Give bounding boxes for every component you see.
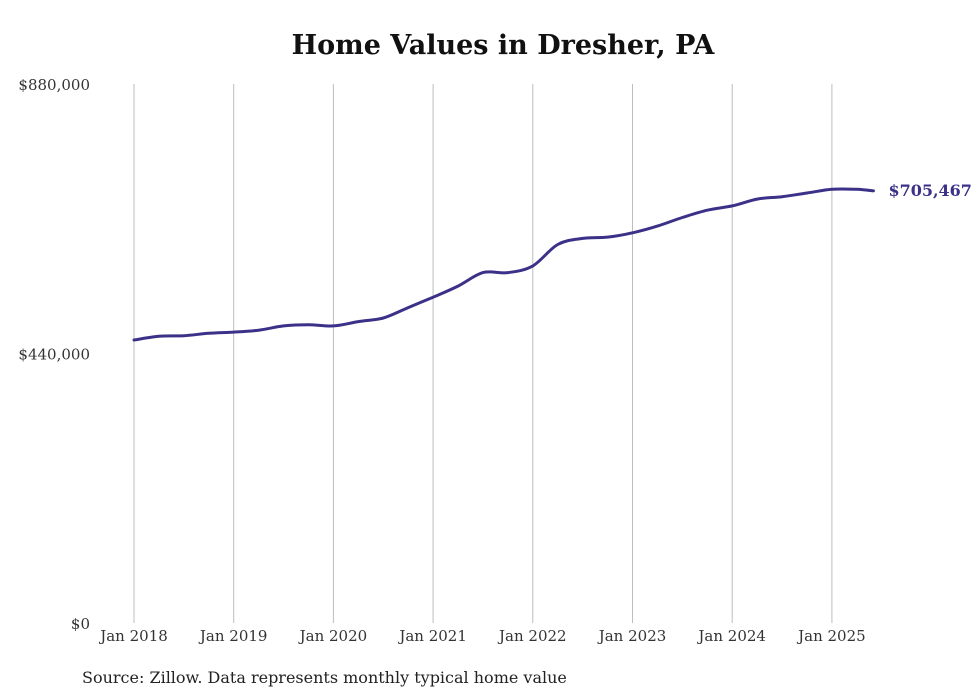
x-tick-label: Jan 2020: [298, 627, 368, 645]
source-note: Source: Zillow. Data represents monthly …: [82, 668, 567, 687]
chart-title: Home Values in Dresher, PA: [291, 30, 715, 61]
gridlines: [133, 84, 833, 623]
x-tick-label: Jan 2023: [597, 627, 667, 645]
x-tick-label: Jan 2019: [198, 627, 268, 645]
x-tick-label: Jan 2024: [696, 627, 766, 645]
y-tick-label: $880,000: [18, 76, 90, 94]
y-tick-label: $0: [71, 615, 90, 633]
series-line: [132, 187, 875, 342]
x-tick-label: Jan 2021: [397, 627, 467, 645]
y-tick-label: $440,000: [18, 346, 90, 364]
y-axis: $0 $440,000 $880,000: [18, 76, 90, 633]
x-tick-label: Jan 2022: [497, 627, 567, 645]
end-value-label: $705,467: [888, 181, 972, 200]
x-axis: Jan 2018 Jan 2019 Jan 2020 Jan 2021 Jan 2022…: [98, 627, 865, 645]
x-tick-label: Jan 2018: [98, 627, 168, 645]
x-tick-label: Jan 2025: [796, 627, 866, 645]
